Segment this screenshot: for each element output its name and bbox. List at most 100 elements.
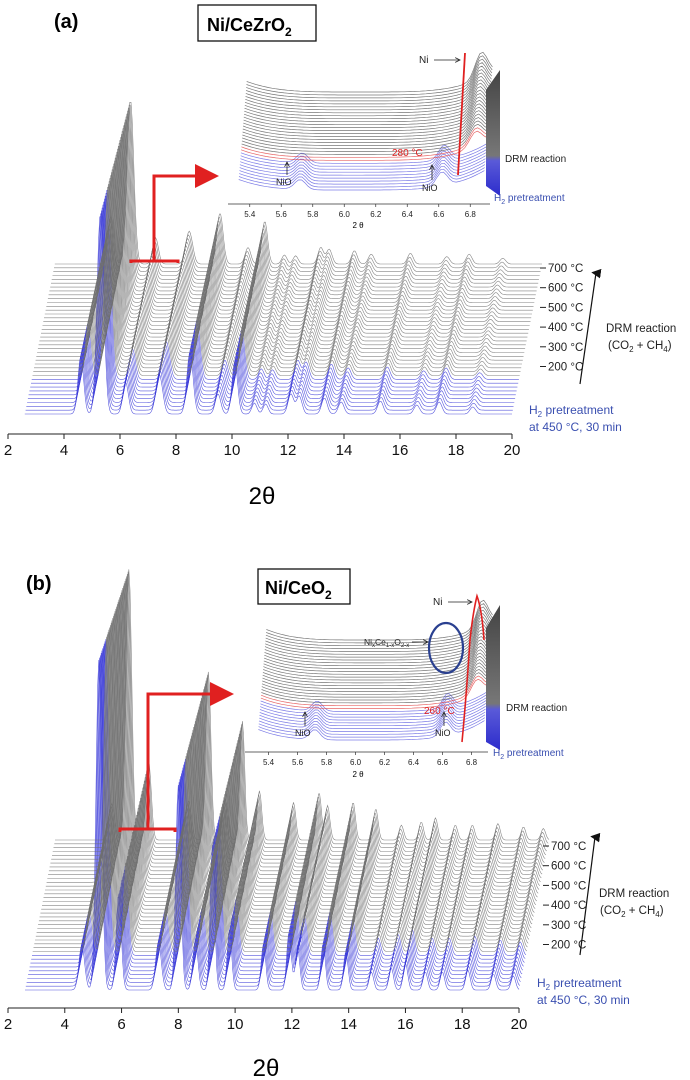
waterfall-trace <box>26 655 521 983</box>
inset-trace <box>263 632 491 669</box>
temperature-label: 400 °C <box>548 322 583 334</box>
waterfall-trace <box>27 207 515 403</box>
inset-x-ticks-b: 5.4 5.6 5.8 6.0 6.2 6.4 6.6 6.8 <box>263 752 478 767</box>
pretreat-label-b: H2 pretreatment <box>537 976 622 992</box>
x-tick-label: 8 <box>172 442 180 459</box>
waterfall-trace <box>33 634 528 949</box>
waterfall-trace <box>40 157 528 338</box>
waterfall-trace <box>41 611 536 910</box>
inset-ni-label-a: Ni <box>419 55 428 66</box>
waterfall-trace <box>34 632 529 945</box>
inset-x-tick-label: 5.6 <box>276 210 288 219</box>
waterfall-trace <box>53 107 541 273</box>
temperature-label: 400 °C <box>551 900 586 912</box>
temperature-label: 500 °C <box>551 880 586 892</box>
inset-pretreat-label-b: H2 pretreatment <box>493 748 564 761</box>
inset-depth-bar-a <box>486 70 500 196</box>
x-tick-label: 8 <box>174 1016 182 1033</box>
inset-transition-temp-b: 260 °C <box>424 706 455 717</box>
temperature-label: 200 °C <box>548 362 583 374</box>
waterfall-trace <box>25 659 520 991</box>
waterfall-trace <box>34 181 522 369</box>
waterfall-trace <box>49 122 537 292</box>
panel-b-label: (b) <box>26 573 52 595</box>
waterfall-trace <box>50 119 538 288</box>
pretreat-condition-b: at 450 °C, 30 min <box>537 993 630 1007</box>
waterfall-trace <box>54 104 542 269</box>
inset-x-tick-label: 6.2 <box>370 210 382 219</box>
waterfall-trace <box>48 587 544 872</box>
inset-phase-label-b: NixCe1-xO2-x <box>364 637 409 649</box>
inset-trace <box>265 609 493 649</box>
x-tick-label: 14 <box>336 442 353 459</box>
inset-b: 5.4 5.6 5.8 6.0 6.2 6.4 6.6 6.8 2 θ Ni NixCe1-x… <box>245 593 567 779</box>
inset-trace <box>261 662 489 695</box>
inset-trace <box>258 711 486 732</box>
waterfall-trace <box>37 169 525 353</box>
inset-nio-label-b-2: NiO <box>435 728 451 738</box>
waterfall-trace <box>44 140 532 315</box>
temperature-label: 700 °C <box>551 841 586 853</box>
inset-x-ticks-a: 5.4 5.6 5.8 6.0 6.2 6.4 6.6 6.8 <box>244 204 476 219</box>
x-tick-label: 2 <box>4 1016 12 1033</box>
inset-x-tick-label: 6.8 <box>466 758 478 767</box>
waterfall-trace <box>29 198 517 392</box>
inset-x-tick-label: 5.4 <box>244 210 256 219</box>
inset-trace <box>258 714 486 735</box>
waterfall-trace <box>51 116 539 284</box>
x-tick-label: 16 <box>397 1016 414 1033</box>
temperature-arrow-a <box>579 268 602 385</box>
waterfall-trace <box>46 594 541 883</box>
waterfall-trace <box>44 143 532 319</box>
waterfall-trace <box>24 216 512 415</box>
inset-trace <box>240 146 487 167</box>
waterfall-trace <box>42 148 530 326</box>
inset-trace <box>242 103 490 137</box>
waterfall-traces-b <box>25 569 550 991</box>
inset-nio-label-a-2: NiO <box>422 183 438 193</box>
inset-trace <box>262 652 490 687</box>
temperature-label: 200 °C <box>551 940 586 952</box>
inset-trace <box>244 79 491 117</box>
inset-depth-bar-b <box>486 605 500 750</box>
inset-x-tick-label: 6.2 <box>379 758 391 767</box>
waterfall-trace <box>45 597 541 887</box>
panel-a-label: (a) <box>54 11 78 33</box>
inset-trace <box>238 167 485 188</box>
reaction-gas-label-b: (CO2 + CH4) <box>600 905 664 919</box>
inset-trace <box>245 62 492 102</box>
waterfall-trace <box>43 604 538 899</box>
temperature-arrow-b <box>579 832 601 956</box>
inset-ni-trend-b <box>461 593 485 743</box>
waterfall-trace <box>51 580 546 860</box>
zoom-arrow-b <box>146 682 234 829</box>
inset-x-tick-label: 6.4 <box>408 758 420 767</box>
x-tick-label: 20 <box>504 442 521 459</box>
inset-phase-circle-b <box>427 621 465 675</box>
inset-trace <box>239 164 486 185</box>
waterfall-trace <box>47 128 536 299</box>
waterfall-trace <box>48 590 543 875</box>
x-tick-label: 2 <box>4 442 12 459</box>
waterfall-trace <box>45 137 533 311</box>
inset-trace <box>243 93 490 128</box>
waterfall-trace <box>26 210 514 407</box>
x-tick-label: 18 <box>454 1016 471 1033</box>
waterfall-trace <box>43 146 531 323</box>
waterfall-trace <box>52 578 547 856</box>
x-tick-label: 14 <box>340 1016 357 1033</box>
inset-trace <box>245 69 492 108</box>
waterfall-trace <box>47 592 542 879</box>
inset-trace <box>243 89 491 126</box>
waterfall-trace <box>36 625 531 933</box>
zoom-arrow-a <box>152 164 219 261</box>
inset-drm-label-b: DRM reaction <box>506 703 567 714</box>
waterfall-trace <box>36 172 524 357</box>
inset-nio-label-a-1: NiO <box>276 177 292 187</box>
waterfall-trace <box>45 599 540 891</box>
inset-trace <box>265 616 492 655</box>
inset-ni-label-b: Ni <box>433 597 442 608</box>
waterfall-trace <box>37 166 526 349</box>
inset-trace <box>243 99 490 134</box>
temperature-label: 300 °C <box>548 342 583 354</box>
